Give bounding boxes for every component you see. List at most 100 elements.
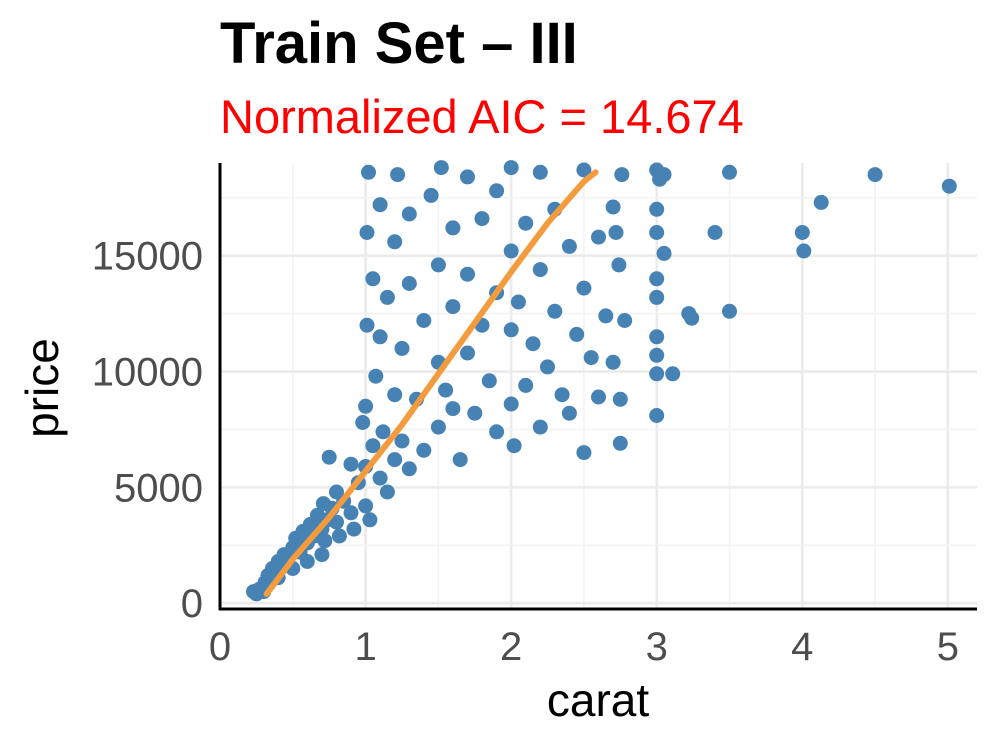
data-point [794,225,810,240]
data-point [617,313,633,328]
data-point [401,276,417,291]
data-point [358,498,374,514]
data-point [665,366,681,382]
data-point [365,438,381,454]
data-point [569,326,585,342]
x-tick-label: 1 [354,625,376,669]
data-point [867,167,883,183]
data-point [561,238,577,254]
data-point [355,415,371,430]
data-point [576,280,592,296]
data-point [489,183,505,199]
data-point [394,433,410,449]
data-point [361,164,376,180]
data-point [401,461,417,477]
data-point [611,257,627,273]
data-point [372,470,388,486]
data-point [583,350,599,366]
data-point [387,387,403,403]
y-tick-label: 15000 [92,235,203,279]
data-point [649,271,665,287]
data-point [362,512,378,528]
data-point [329,514,344,530]
data-point [649,225,665,240]
data-point [591,389,606,405]
data-point [423,187,439,203]
data-point [591,229,606,245]
y-tick-label: 10000 [92,351,203,395]
data-point [346,521,362,537]
data-point [460,266,475,282]
data-point [445,220,461,236]
data-point [359,317,375,333]
data-point [379,289,395,305]
data-point [684,310,700,326]
data-point [649,347,665,363]
data-point [503,322,519,338]
data-point [547,303,563,319]
data-point [460,169,475,185]
y-tick-label: 0 [181,582,203,626]
data-point [614,167,630,183]
data-point [503,160,519,176]
data-point [401,206,417,222]
data-point [941,178,957,194]
data-point [467,405,483,421]
data-point [576,445,592,461]
data-point [358,398,374,414]
data-point [343,505,359,521]
x-tick-label: 2 [500,625,522,669]
data-point [540,359,555,375]
data-point [656,245,672,261]
data-point [387,234,403,250]
data-point [460,345,475,361]
data-point [605,199,621,215]
data-point [416,442,432,458]
x-tick-label: 5 [937,625,959,669]
data-point [394,340,410,356]
x-tick-label: 0 [209,625,231,669]
data-point [372,329,388,345]
data-point [796,243,812,259]
data-point [503,396,519,412]
data-point [510,294,526,310]
data-point [576,162,592,178]
data-point [656,167,672,183]
data-point [561,405,577,421]
x-axis-title: carat [547,674,649,726]
fit-line [263,169,599,597]
data-point [518,215,534,231]
data-point [532,262,548,278]
data-point [707,225,723,240]
data-point [649,366,665,382]
data-point [343,456,359,472]
y-tick-label: 5000 [114,466,203,510]
data-point [331,528,347,544]
data-point [365,271,381,287]
data-point [438,382,454,398]
data-point [299,554,315,569]
data-point [554,387,570,403]
data-point [430,419,446,435]
data-point [368,368,384,384]
data-point [359,225,375,240]
data-point [387,452,403,468]
data-point [722,164,737,180]
data-point [722,303,737,319]
data-point [452,452,468,468]
chart-subtitle: Normalized AIC = 14.674 [220,90,744,143]
data-point [474,211,490,227]
data-point [598,308,614,324]
data-point [375,424,391,440]
data-point [372,197,388,213]
data-point [379,484,395,500]
data-point [390,167,406,183]
data-point [649,289,665,305]
data-point [532,164,548,180]
data-point [503,243,519,259]
x-tick-label: 3 [646,625,668,669]
data-point [416,313,432,328]
data-point [445,299,461,315]
tick-labels: 0 1 2 3 4 5 0 5000 10000 15000 [92,235,959,669]
x-tick-label: 4 [791,625,813,669]
